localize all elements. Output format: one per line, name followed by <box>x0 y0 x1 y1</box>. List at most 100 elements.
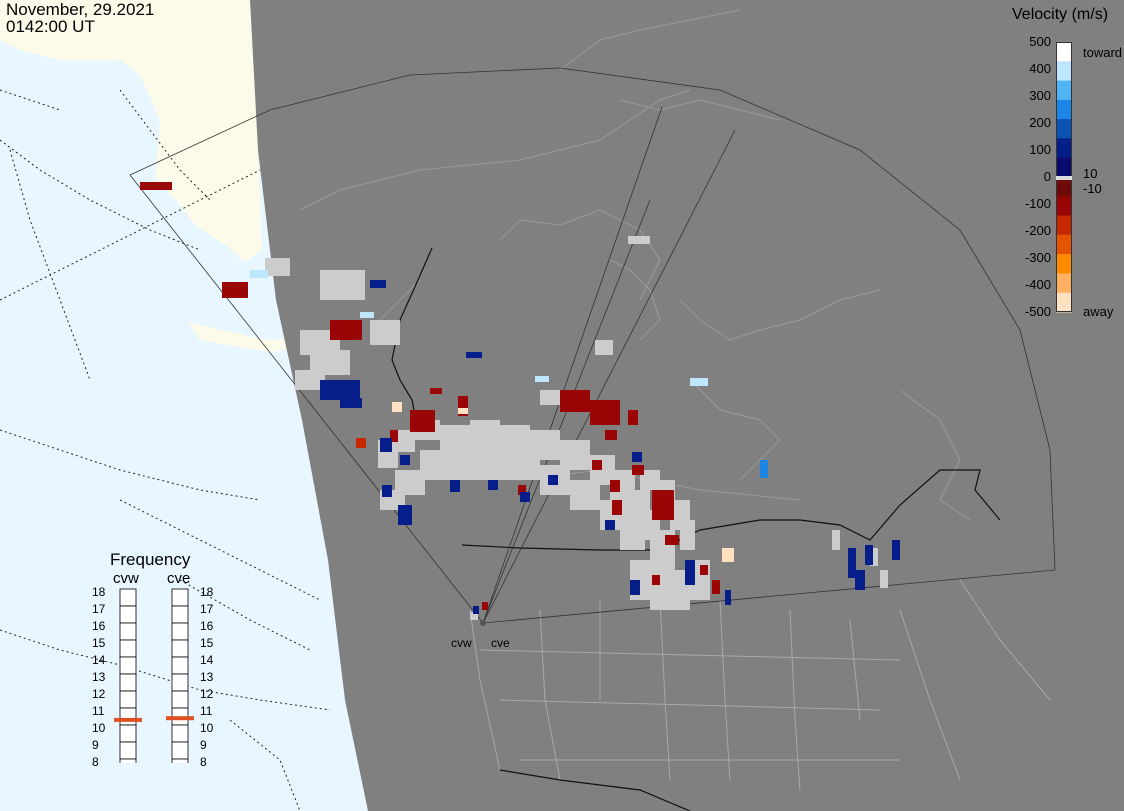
colorbar-segment <box>1056 273 1072 294</box>
scatter-cell <box>722 548 734 562</box>
scatter-cell <box>380 438 392 452</box>
frequency-bars <box>114 588 194 763</box>
velocity-tick-label: 500 <box>1029 34 1051 49</box>
frequency-cell <box>171 588 189 607</box>
scatter-cell <box>865 545 873 565</box>
scatter-cell <box>712 580 720 594</box>
frequency-cell <box>119 639 137 658</box>
scatter-cell <box>595 340 613 355</box>
scatter-cell <box>848 548 856 578</box>
graticule <box>0 89 331 811</box>
scatter-cell <box>628 410 638 425</box>
frequency-marker <box>166 716 194 721</box>
scatter-cell <box>398 505 412 525</box>
scatter-cell <box>466 352 482 358</box>
scatter-cell <box>855 570 865 590</box>
scatter-cell <box>652 575 660 585</box>
frequency-marker <box>114 717 142 722</box>
scatter-cell <box>680 520 695 550</box>
scatter-cell <box>612 500 622 515</box>
scatter-cell <box>470 612 478 620</box>
colorbar-segment <box>1056 254 1072 274</box>
frequency-tick-label: 16 <box>200 619 214 633</box>
scatter-cell <box>320 270 365 300</box>
velocity-tick-label: 100 <box>1029 142 1051 157</box>
scatter-cell <box>605 430 617 440</box>
radar-label-cve: cve <box>491 636 510 650</box>
scatter-cell <box>392 402 402 412</box>
near-zero-negative-label: -10 <box>1083 181 1102 196</box>
colorbar-segment <box>1056 215 1072 236</box>
scatter-cell <box>518 485 526 495</box>
frequency-tick-label: 14 <box>92 653 106 667</box>
scatter-cell <box>700 565 708 575</box>
radar-site-marker <box>480 620 486 626</box>
scatter-cell <box>370 280 386 288</box>
scatter-cell <box>632 465 644 475</box>
near-zero-positive-label: 10 <box>1083 166 1098 181</box>
frequency-cell <box>171 724 189 743</box>
frequency-panel-title: Frequency <box>110 550 191 569</box>
scatter-cell <box>370 320 400 345</box>
scatter-cell <box>356 438 366 448</box>
scatter-cell <box>488 480 498 490</box>
scatter-cell <box>250 270 268 278</box>
night-region <box>250 0 1124 811</box>
frequency-tick-label: 8 <box>92 755 99 769</box>
frequency-cell <box>171 656 189 675</box>
scatter-cell <box>500 455 540 480</box>
colorbar-zero-band <box>1056 176 1072 180</box>
frequency-tick-label: 11 <box>200 704 213 718</box>
scatter-cell <box>892 540 900 560</box>
scatter-cells <box>140 182 900 620</box>
scatter-cell <box>382 485 392 497</box>
scatter-cell <box>460 450 500 480</box>
scatter-cell <box>340 398 362 408</box>
scatter-cell <box>725 590 731 605</box>
frequency-cell <box>119 707 137 726</box>
scatter-cell <box>473 606 479 614</box>
scatter-cell <box>470 420 500 450</box>
frequency-cell <box>119 622 137 641</box>
colorbar-segment <box>1056 80 1072 101</box>
scatter-cell <box>690 378 708 386</box>
scatter-cell <box>570 480 600 510</box>
scatter-cell <box>222 282 248 298</box>
colorbar-segment <box>1056 292 1072 313</box>
scatter-cell <box>632 452 642 462</box>
frequency-cell <box>171 673 189 692</box>
frequency-cell <box>171 639 189 658</box>
velocity-scale-title: Velocity (m/s) <box>1012 6 1109 23</box>
scatter-cell <box>430 388 442 394</box>
frequency-tick-label: 16 <box>92 619 106 633</box>
frequency-cell <box>171 605 189 624</box>
scatter-cell <box>652 490 674 520</box>
scatter-cell <box>535 376 549 382</box>
scatter-cell <box>592 460 602 470</box>
frequency-tick-label: 10 <box>200 721 214 735</box>
velocity-colorbar <box>1056 42 1072 313</box>
scatter-cell <box>295 370 325 390</box>
scatter-cell <box>560 390 590 412</box>
frequency-cell <box>119 673 137 692</box>
colorbar-segment <box>1056 157 1072 178</box>
scatter-cell <box>320 380 360 400</box>
scatter-cell <box>832 530 840 550</box>
frequency-cell <box>171 758 189 763</box>
frequency-tick-label: 18 <box>92 585 106 599</box>
scatter-cell <box>540 390 560 405</box>
scatter-cell <box>548 475 558 485</box>
scatter-cell <box>610 480 620 492</box>
frequency-cell <box>119 605 137 624</box>
frequency-tick-label: 10 <box>92 721 106 735</box>
scatter-cell <box>440 425 470 450</box>
scatter-cell <box>590 400 620 425</box>
frequency-tick-label: 11 <box>92 704 105 718</box>
toward-label: toward <box>1083 45 1123 60</box>
scatter-cell <box>458 408 468 414</box>
scatter-cell <box>628 236 650 244</box>
scatter-cell <box>620 520 645 550</box>
frequency-cell <box>171 741 189 760</box>
frequency-tick-label: 15 <box>200 636 214 650</box>
